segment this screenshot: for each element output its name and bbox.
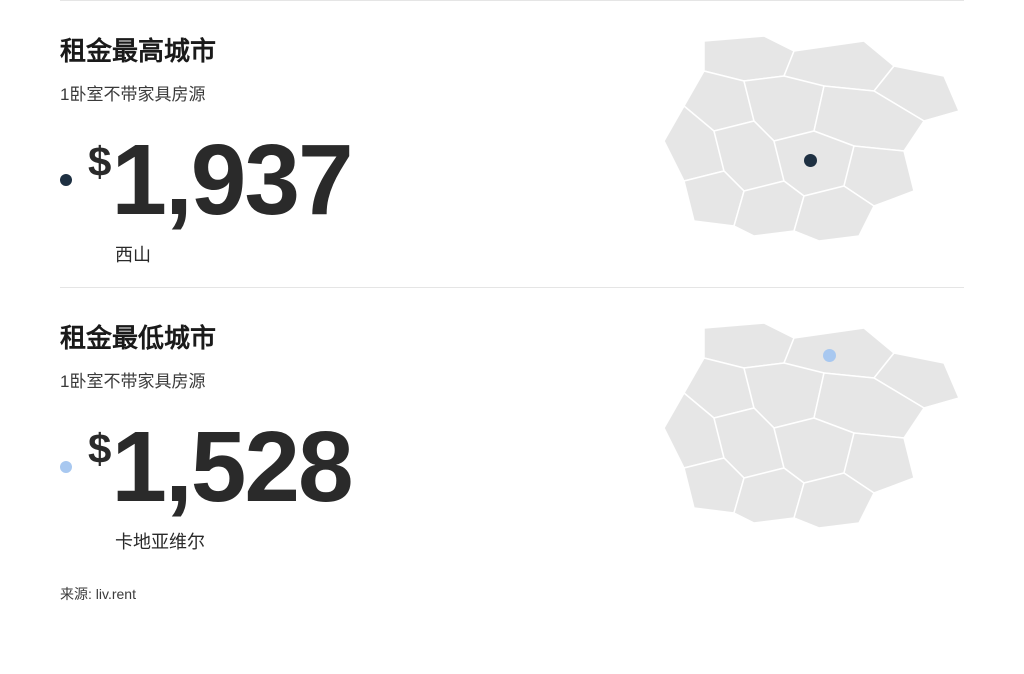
map-svg bbox=[644, 318, 964, 538]
lowest-price-block: $ 1,528 bbox=[88, 422, 352, 512]
source-label: 来源: liv.rent bbox=[60, 574, 964, 604]
highest-city-name: 西山 bbox=[115, 241, 644, 267]
lowest-city-name: 卡地亚维尔 bbox=[115, 528, 644, 554]
lowest-price-value: 1,528 bbox=[111, 422, 351, 512]
highest-subtitle: 1卧室不带家具房源 bbox=[60, 80, 644, 105]
highest-rent-section: 租金最高城市 1卧室不带家具房源 $ 1,937 西山 bbox=[60, 0, 964, 287]
highest-map bbox=[644, 31, 964, 251]
lowest-title: 租金最低城市 bbox=[60, 318, 644, 355]
lowest-dot-icon bbox=[60, 461, 72, 473]
lowest-subtitle: 1卧室不带家具房源 bbox=[60, 367, 644, 392]
highest-price-row: $ 1,937 bbox=[60, 135, 644, 225]
highest-left-column: 租金最高城市 1卧室不带家具房源 $ 1,937 西山 bbox=[60, 31, 644, 267]
lowest-price-row: $ 1,528 bbox=[60, 422, 644, 512]
lowest-left-column: 租金最低城市 1卧室不带家具房源 $ 1,528 卡地亚维尔 bbox=[60, 318, 644, 554]
highest-dot-icon bbox=[60, 174, 72, 186]
lowest-rent-section: 租金最低城市 1卧室不带家具房源 $ 1,528 卡地亚维尔 bbox=[60, 287, 964, 574]
highest-currency: $ bbox=[88, 143, 111, 181]
lowest-currency: $ bbox=[88, 430, 111, 468]
map-svg bbox=[644, 31, 964, 251]
highest-price-block: $ 1,937 bbox=[88, 135, 352, 225]
highest-title: 租金最高城市 bbox=[60, 31, 644, 68]
map-regions bbox=[664, 323, 959, 528]
highest-price-value: 1,937 bbox=[111, 135, 351, 225]
map-regions bbox=[664, 36, 959, 241]
lowest-map bbox=[644, 318, 964, 538]
lowest-marker-icon bbox=[823, 349, 836, 362]
